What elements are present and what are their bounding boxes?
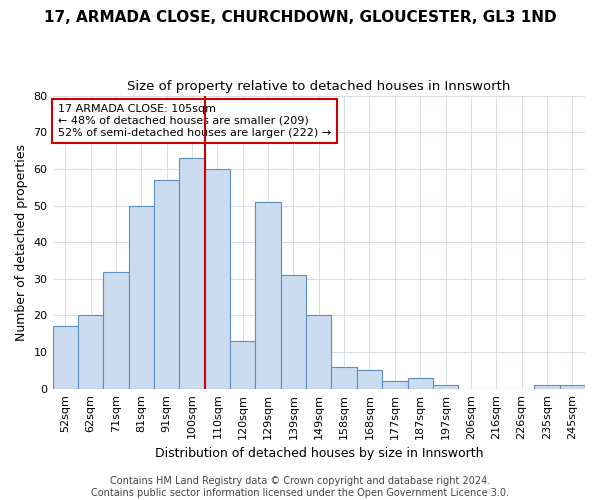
Bar (154, 180, 179, 389)
Bar (128, 206, 154, 389)
Bar (534, 385, 560, 389)
Bar (53, 326, 78, 389)
Text: 17, ARMADA CLOSE, CHURCHDOWN, GLOUCESTER, GL3 1ND: 17, ARMADA CLOSE, CHURCHDOWN, GLOUCESTER… (44, 10, 556, 25)
Bar (382, 382, 407, 389)
Bar (205, 169, 230, 389)
Text: 17 ARMADA CLOSE: 105sqm
← 48% of detached houses are smaller (209)
52% of semi-d: 17 ARMADA CLOSE: 105sqm ← 48% of detache… (58, 104, 331, 138)
X-axis label: Distribution of detached houses by size in Innsworth: Distribution of detached houses by size … (155, 447, 483, 460)
Bar (357, 370, 382, 389)
Y-axis label: Number of detached properties: Number of detached properties (15, 144, 28, 340)
Bar (331, 367, 357, 389)
Bar (230, 341, 256, 389)
Bar (560, 385, 585, 389)
Bar (433, 385, 458, 389)
Bar (78, 316, 103, 389)
Bar (179, 158, 205, 389)
Text: Contains HM Land Registry data © Crown copyright and database right 2024.
Contai: Contains HM Land Registry data © Crown c… (91, 476, 509, 498)
Title: Size of property relative to detached houses in Innsworth: Size of property relative to detached ho… (127, 80, 511, 93)
Bar (306, 316, 331, 389)
Bar (407, 378, 433, 389)
Bar (281, 275, 306, 389)
Bar (103, 272, 128, 389)
Bar (256, 202, 281, 389)
